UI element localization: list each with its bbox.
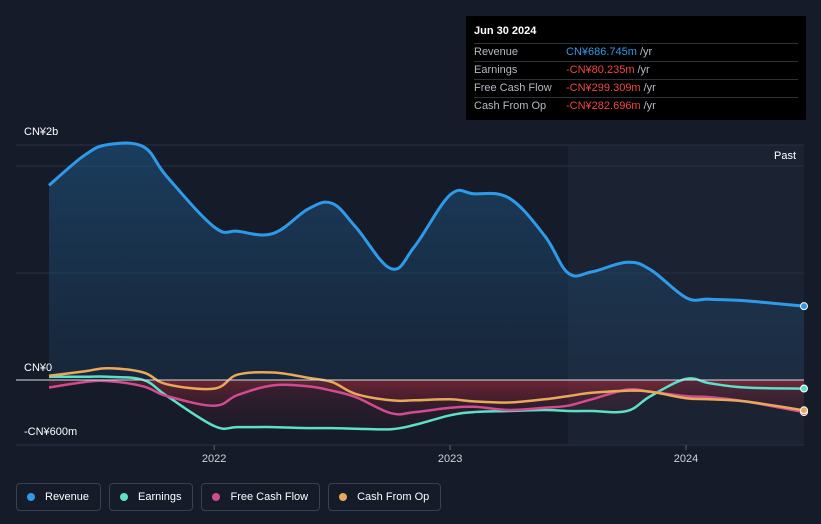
legend-dot-icon [212,493,221,501]
tooltip-unit: /yr [643,100,656,112]
tooltip-label: Free Cash Flow [474,82,552,94]
y-axis-bottom-label: -CN¥600m [24,426,78,438]
legend-item-free-cash-flow[interactable]: Free Cash Flow [201,483,321,511]
y-axis-top-label: CN¥2b [24,126,59,138]
tooltip-value: -CN¥80.235m [566,64,635,76]
tooltip-row-cash-from-op: Cash From Op -CN¥282.696m /yr [474,97,798,115]
y-axis-zero-label: CN¥0 [24,362,53,374]
tooltip-label: Earnings [474,64,518,76]
cash-from-op-area [49,380,804,411]
legend-dot-icon [27,493,35,501]
legend-item-revenue[interactable]: Revenue [16,483,102,511]
cash-from-op-end-marker [800,406,808,415]
past-label: Past [774,150,797,162]
revenue-line [48,141,805,308]
tooltip-row-free-cash-flow: Free Cash Flow -CN¥299.309m /yr [474,79,798,97]
tooltip-label: Revenue [474,46,519,58]
x-tick-label: 2024 [674,453,698,465]
tooltip: Jun 30 2024 Revenue CN¥686.745m /yr Earn… [466,16,806,120]
legend-label: Earnings [138,491,182,503]
tooltip-label: Cash From Op [474,100,547,112]
tooltip-row-revenue: Revenue CN¥686.745m /yr [474,43,798,61]
tooltip-value: -CN¥299.309m [566,82,641,94]
legend: Revenue Earnings Free Cash Flow Cash Fro… [16,483,442,511]
revenue-area [49,142,804,380]
legend-label: Cash From Op [357,491,430,503]
tooltip-value: -CN¥282.696m [566,100,641,112]
legend-label: Revenue [45,491,90,503]
legend-label: Free Cash Flow [230,491,309,503]
tooltip-unit: /yr [643,82,656,94]
tooltip-value: CN¥686.745m [566,46,637,58]
legend-item-earnings[interactable]: Earnings [109,483,194,511]
tooltip-row-earnings: Earnings -CN¥80.235m /yr [474,61,798,79]
x-tick-label: 2023 [438,453,462,465]
x-tick-label: 2022 [202,453,226,465]
earnings-end-marker [800,384,808,393]
tooltip-unit: /yr [639,46,653,58]
revenue-end-marker [800,302,808,311]
legend-dot-icon [120,493,129,501]
tooltip-date: Jun 30 2024 [474,25,537,37]
legend-item-cash-from-op[interactable]: Cash From Op [328,483,442,511]
tooltip-unit: /yr [637,64,650,76]
cash-from-op-line [48,366,805,412]
legend-dot-icon [339,493,348,501]
